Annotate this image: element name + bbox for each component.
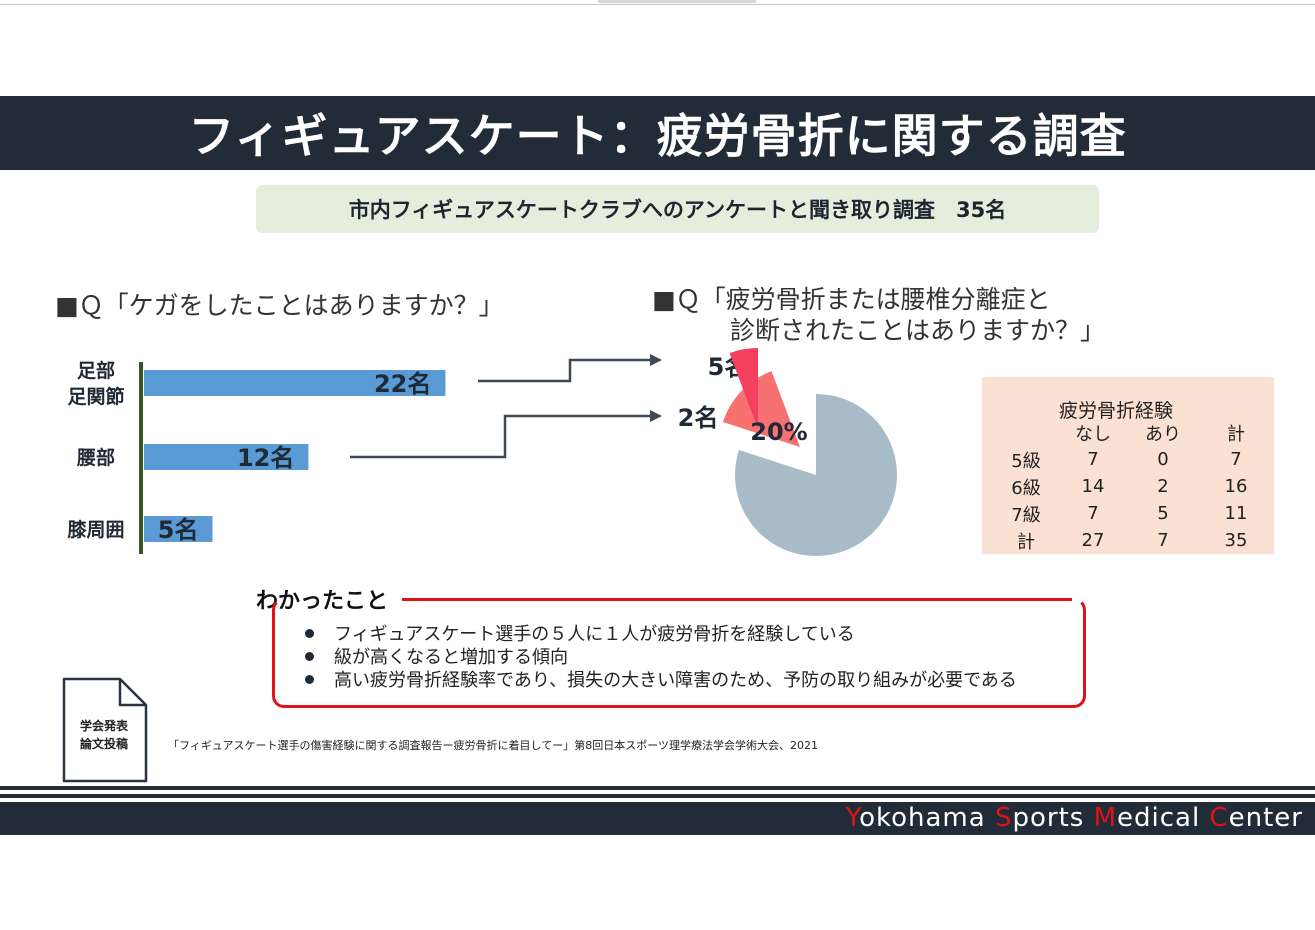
document-label: 学会発表 論文投稿 xyxy=(64,717,144,753)
bullet-icon xyxy=(305,651,314,661)
bullet-icon xyxy=(305,628,314,638)
document-icon xyxy=(62,677,148,783)
table-title: 疲労骨折経験 xyxy=(1058,400,1173,422)
bar-data-label: 12名 xyxy=(237,444,294,472)
brand-letter: M xyxy=(1093,803,1118,833)
brand-letter: C xyxy=(1209,803,1229,833)
finding-item: 級が高くなると増加する傾向 xyxy=(305,646,1017,669)
table-row: 7級 7 5 11 xyxy=(994,500,1274,527)
fracture-table-grid: なし あり 計 5級 7 0 7 6級 14 2 16 7級 7 5 11 計 … xyxy=(994,419,1274,554)
table-cell: 14 xyxy=(1081,476,1105,497)
table-row: 6級 14 2 16 xyxy=(994,473,1274,500)
bar xyxy=(144,370,446,396)
finding-text: フィギュアスケート選手の５人に１人が疲労骨折を経験している xyxy=(334,624,855,645)
bar-data-label: 5名 xyxy=(158,516,199,544)
arrowhead-icon xyxy=(650,410,662,422)
bar-category-line: 足部 xyxy=(77,359,115,382)
footer-brand: Yokohama Sports Medical Center xyxy=(846,802,1303,835)
table-header-cell: 計 xyxy=(1227,423,1245,445)
brand-text: edical xyxy=(1117,803,1210,833)
table-cell: 7 xyxy=(1157,530,1169,551)
bar xyxy=(144,444,309,470)
survey-subtitle: 市内フィギュアスケートクラブへのアンケートと聞き取り調査 35名 xyxy=(256,185,1099,233)
pie-question-line1: ■Ｑ「疲労骨折または腰椎分離症と xyxy=(652,285,1051,314)
bullet-icon xyxy=(305,674,314,684)
bar-category-label: 腰部 xyxy=(76,446,115,469)
bar-chart-question: ■Ｑ「ケガをしたことはありますか？」 xyxy=(55,291,504,320)
bar-chart: 22名 足部足関節 12名 腰部 5名 膝周囲 xyxy=(67,359,446,554)
pie-question-line2: 診断されたことはありますか？」 xyxy=(730,316,1106,345)
findings-list: フィギュアスケート選手の５人に１人が疲労骨折を経験している 級が高くなると増加す… xyxy=(305,623,1017,692)
connector-line xyxy=(478,358,650,383)
table-cell: 計 xyxy=(1017,531,1035,553)
pie-slice xyxy=(722,371,800,447)
connector-arrows xyxy=(350,354,662,459)
footer-bar xyxy=(0,802,1315,835)
pie-percent-label: 20% xyxy=(750,418,807,446)
table-cell: 11 xyxy=(1224,503,1248,524)
table-cell: 35 xyxy=(1224,530,1248,551)
table-header-cell xyxy=(994,419,1058,446)
table-row: 5級 7 0 7 xyxy=(994,446,1274,473)
pie-slice xyxy=(734,394,897,557)
brand-letter: S xyxy=(994,803,1013,833)
table-header-cell: なし xyxy=(1075,423,1111,445)
pie-slice xyxy=(729,348,758,429)
table-cell: 2 xyxy=(1157,476,1169,497)
bar-data-label: 22名 xyxy=(374,370,431,398)
brand-text: enter xyxy=(1228,803,1303,833)
pie-chart-question: ■Ｑ「疲労骨折または腰椎分離症と 診断されたことはありますか？」 xyxy=(652,284,1105,346)
pie-slice-label: 2名 xyxy=(678,404,719,432)
brand-text: ports xyxy=(1012,803,1094,833)
connector-line xyxy=(350,414,650,459)
table-header-cell: あり xyxy=(1145,423,1181,445)
arrowhead-icon xyxy=(650,354,662,366)
page-title: フィギュアスケート：疲労骨折に関する調査 xyxy=(0,96,1315,170)
bar-category-label: 足部足関節 xyxy=(67,359,124,408)
fracture-table: 疲労骨折経験 なし あり 計 5級 7 0 7 6級 14 2 16 7級 7 … xyxy=(982,377,1274,554)
finding-text: 級が高くなると増加する傾向 xyxy=(334,647,568,668)
bar-category-line: 腰部 xyxy=(76,446,115,469)
footer-stripe xyxy=(0,786,1315,790)
table-cell: 16 xyxy=(1224,476,1248,497)
top-tab-marker xyxy=(598,0,756,3)
table-cell: 6級 xyxy=(1011,477,1041,499)
brand-letter: Y xyxy=(845,803,860,833)
table-cell: 7 xyxy=(1087,449,1099,470)
footer-stripe xyxy=(0,794,1315,798)
findings-box: フィギュアスケート選手の５人に１人が疲労骨折を経験している 級が高くなると増加す… xyxy=(272,598,1086,708)
table-cell: 7級 xyxy=(1011,504,1041,526)
findings-top-border xyxy=(402,598,1072,601)
table-row: 計 27 7 35 xyxy=(994,527,1274,554)
table-cell: 0 xyxy=(1157,449,1169,470)
brand-text: okohama xyxy=(859,803,995,833)
table-cell: 5級 xyxy=(1011,450,1041,472)
table-cell: 7 xyxy=(1230,449,1242,470)
table-cell: 27 xyxy=(1081,530,1105,551)
finding-item: 高い疲労骨折経験率であり、損失の大きい障害のため、予防の取り組みが必要である xyxy=(305,669,1017,692)
finding-item: フィギュアスケート選手の５人に１人が疲労骨折を経験している xyxy=(305,623,1017,646)
table-header-row: なし あり 計 xyxy=(994,419,1274,446)
table-cell: 7 xyxy=(1087,503,1099,524)
document-label-line1: 学会発表 xyxy=(79,719,128,733)
bar-category-label: 膝周囲 xyxy=(67,518,124,541)
bar-axis xyxy=(139,362,143,554)
document-label-line2: 論文投稿 xyxy=(79,737,128,751)
finding-text: 高い疲労骨折経験率であり、損失の大きい障害のため、予防の取り組みが必要である xyxy=(334,670,1017,691)
table-cell: 5 xyxy=(1157,503,1169,524)
citation: 「フィギュアスケート選手の傷害経験に関する調査報告ー疲労骨折に着目してー」第8回… xyxy=(168,739,818,752)
bar-category-line: 膝周囲 xyxy=(67,518,124,541)
bar xyxy=(144,516,213,542)
top-divider xyxy=(0,4,1315,5)
bar-category-line: 足関節 xyxy=(67,385,124,408)
